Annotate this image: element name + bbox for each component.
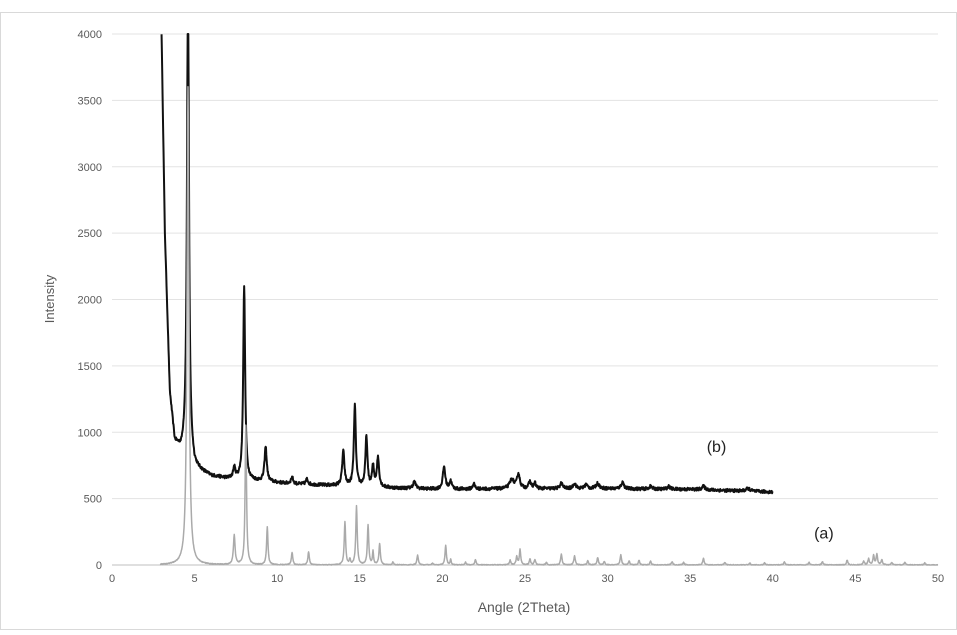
y-axis-title: Intensity [42, 274, 57, 323]
x-tick-label: 0 [109, 573, 115, 585]
x-tick-label: 30 [601, 573, 613, 585]
y-tick-label: 3500 [78, 95, 102, 107]
x-tick-label: 5 [192, 573, 198, 585]
y-tick-label: 2000 [78, 295, 102, 307]
y-tick-label: 2500 [78, 228, 102, 240]
series-a-line [159, 86, 939, 566]
x-axis-title: Angle (2Theta) [478, 599, 571, 615]
y-tick-label: 1000 [78, 427, 102, 439]
y-tick-label: 1500 [78, 361, 102, 373]
y-tick-label: 500 [84, 494, 102, 506]
y-tick-label: 4000 [78, 29, 102, 41]
series-group [159, 33, 939, 566]
x-tick-label: 25 [519, 573, 531, 585]
series-annotation: (a) [814, 525, 834, 542]
x-tick-label: 15 [354, 573, 366, 585]
tick-labels: 0 500 1000 1500 2000 2500 3000 3500 4000 0 5 10 15 20… [78, 29, 945, 585]
x-tick-label: 20 [436, 573, 448, 585]
y-tick-label: 3000 [78, 162, 102, 174]
series-annotation: (b) [707, 439, 727, 456]
y-tick-label: 0 [96, 560, 102, 572]
annotations: (b) (a) [707, 439, 834, 542]
x-tick-label: 40 [767, 573, 779, 585]
x-tick-label: 45 [849, 573, 861, 585]
series-b-line [160, 33, 774, 495]
x-tick-label: 35 [684, 573, 696, 585]
x-tick-label: 10 [271, 573, 283, 585]
x-tick-label: 50 [932, 573, 944, 585]
